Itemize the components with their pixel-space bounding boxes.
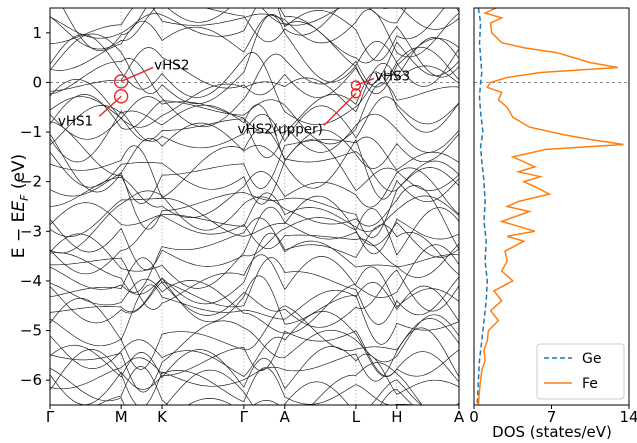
vhs-annotations: vHS2 vHS1 vHS3 vHS2(upper) xyxy=(58,57,410,137)
band-line xyxy=(50,257,459,325)
kpath-label: M xyxy=(115,408,128,426)
band-line xyxy=(62,8,445,62)
band-line xyxy=(50,224,459,305)
vhs-marker xyxy=(113,74,129,89)
band-line xyxy=(50,104,459,169)
band-line xyxy=(50,215,459,278)
kpath-label: L xyxy=(352,408,361,426)
band-line xyxy=(50,206,459,289)
band-line xyxy=(50,195,459,255)
vhs-leader xyxy=(323,92,357,126)
band-line xyxy=(50,257,459,328)
energy-ticks: 1 0 −1 −2 −3 −4 −5 −6 xyxy=(20,24,50,389)
band-line xyxy=(50,121,459,204)
band-line xyxy=(50,357,422,405)
kpath-label: Γ xyxy=(240,408,249,426)
band-line xyxy=(50,330,459,405)
band-line xyxy=(50,14,459,105)
kpath-label: A xyxy=(280,408,291,426)
dos-panel: 0 7 14 DOS (states/eV) Ge Fe xyxy=(469,7,637,441)
band-line xyxy=(50,275,459,345)
vhs-marker xyxy=(113,89,129,104)
dos-curves xyxy=(476,8,624,405)
band-line xyxy=(50,62,459,128)
band-line xyxy=(50,281,459,341)
legend: Ge Fe xyxy=(536,343,625,400)
dos-series-ge xyxy=(476,8,489,405)
band-line xyxy=(50,207,459,271)
vhs-leader xyxy=(120,66,154,83)
band-line xyxy=(50,327,459,405)
legend-box xyxy=(536,343,625,400)
legend-ge-label: Ge xyxy=(582,351,601,367)
energy-tick-label: −3 xyxy=(20,222,42,240)
energy-tick-label: −4 xyxy=(20,272,42,290)
kpath-label: Γ xyxy=(46,408,55,426)
kpath-label: A xyxy=(454,408,465,426)
band-line xyxy=(204,8,459,43)
energy-tick-label: −5 xyxy=(20,322,42,340)
band-line xyxy=(50,127,459,199)
vhs-marker xyxy=(350,88,362,99)
band-curves xyxy=(50,8,459,405)
band-line xyxy=(50,96,459,163)
dos-ticks: 0 7 14 xyxy=(469,405,637,426)
vhs-marker xyxy=(350,80,362,91)
band-line xyxy=(50,266,459,334)
x-axis-label: DOS (states/eV) xyxy=(492,423,612,441)
band-line xyxy=(50,8,459,78)
band-line xyxy=(50,8,459,50)
band-line xyxy=(50,244,459,310)
band-frame xyxy=(49,7,460,406)
band-line xyxy=(50,82,459,145)
band-line xyxy=(50,192,459,232)
band-line xyxy=(50,305,459,370)
legend-fe-label: Fe xyxy=(582,376,598,392)
kpath-label: H xyxy=(391,408,402,426)
vhs-leader xyxy=(98,95,122,117)
vhs-label: vHS1 xyxy=(58,113,93,129)
band-line xyxy=(50,344,459,395)
band-line xyxy=(50,46,459,128)
band-line xyxy=(50,314,459,393)
band-line xyxy=(50,217,459,293)
dos-tick-label: 14 xyxy=(619,408,637,426)
energy-tick-label: −6 xyxy=(20,371,42,389)
band-line xyxy=(50,167,459,218)
dos-tick-label: 7 xyxy=(547,408,557,426)
band-line xyxy=(187,389,459,405)
band-line xyxy=(50,71,459,159)
kpath-label: K xyxy=(157,408,168,426)
band-line xyxy=(50,122,459,203)
band-line xyxy=(50,113,459,153)
dos-series-fe xyxy=(477,8,624,405)
y-axis-label: E − EEF (eV) xyxy=(9,154,31,258)
vhs-label: vHS2 xyxy=(154,57,189,73)
band-structure-panel: vHS2 vHS1 vHS3 vHS2(upper) 1 0 −1 −2 −3 −4 −5 −6 Γ… xyxy=(9,7,465,426)
vhs-label: vHS2(upper) xyxy=(238,121,323,137)
band-line xyxy=(50,160,459,238)
vhs-leader xyxy=(355,77,375,87)
energy-tick-label: 1 xyxy=(32,24,42,42)
energy-tick-label: −1 xyxy=(20,123,42,141)
band-line xyxy=(50,14,459,95)
band-line xyxy=(50,41,459,98)
vhs-label: vHS3 xyxy=(375,68,410,84)
dos-tick-label: 0 xyxy=(469,408,479,426)
band-line xyxy=(50,8,459,58)
energy-tick-label: 0 xyxy=(32,73,42,91)
energy-tick-label: −2 xyxy=(20,173,42,191)
band-line xyxy=(50,139,459,205)
